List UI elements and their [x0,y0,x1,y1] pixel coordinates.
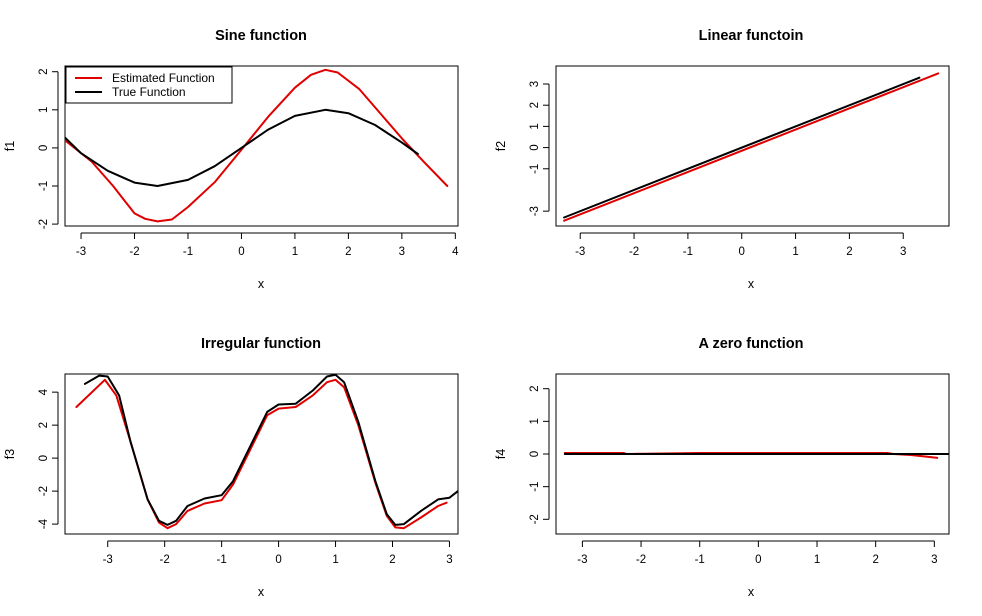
y-tick-label: 2 [38,422,50,428]
x-tick-label: 0 [739,246,745,258]
x-axis-label: x [748,277,755,291]
y-tick-label: -1 [38,181,50,191]
y-ticks: -4 -2 0 2 4 [38,388,59,529]
series-layer [65,68,449,223]
y-tick-label: -2 [38,486,50,496]
x-tick-label: 1 [332,554,338,566]
panel-sine-function: Sine function x f1 -3 -2 -1 0 1 2 3 4 -2 -1 0 1 2 E… [3,28,459,291]
legend-box [65,66,233,104]
y-axis-label: f1 [3,141,17,151]
y-tick-label: 0 [38,455,50,461]
estimated-function-line [65,68,449,223]
x-tick-label: -1 [683,246,693,258]
y-tick-label: -2 [38,219,50,229]
panel-zero-function: A zero function x f4 -3 -2 -1 0 1 2 3 -2 -1 0 1 2 [494,336,950,599]
y-tick-label: -1 [529,164,541,174]
legend-label-estimated: Estimated Function [112,71,215,85]
x-tick-label: -1 [217,554,227,566]
panel-title: Linear functoin [699,28,804,44]
y-axis-label: f3 [3,449,17,459]
x-tick-label: 2 [872,554,878,566]
x-tick-label: 3 [900,246,906,258]
y-ticks: -2 -1 0 1 2 [529,385,550,524]
y-tick-label: 3 [529,81,541,87]
y-tick-label: -4 [38,518,50,529]
x-ticks: -3 -2 -1 0 1 2 3 [577,540,938,566]
x-tick-label: 2 [846,246,852,258]
plot-box [555,65,950,227]
plot-box [64,65,459,227]
legend-label-true: True Function [112,85,186,99]
legend: Estimated Function True Function [65,66,233,104]
x-axis-label: x [258,277,265,291]
panel-linear-function: Linear functoin x f2 -3 -2 -1 0 1 2 3 -3 -1 0 1 2 3 [494,28,950,291]
x-axis-label: x [748,585,755,599]
series-layer [563,452,949,459]
x-tick-label: 1 [814,554,820,566]
x-tick-label: -1 [695,554,705,566]
panel-title: Irregular function [201,336,321,352]
x-tick-label: -3 [577,554,587,566]
y-axis-label: f4 [494,449,508,459]
x-tick-label: 2 [345,246,351,258]
y-tick-label: 1 [38,107,50,113]
y-tick-label: 1 [529,123,541,129]
y-tick-label: 2 [38,69,50,75]
y-tick-label: 1 [529,418,541,424]
panel-irregular-function: Irregular function x f3 -3 -2 -1 0 1 2 3 -4 -2 0… [3,336,459,599]
x-ticks: -3 -2 -1 0 1 2 3 4 [76,232,459,258]
y-tick-label: 2 [529,385,541,391]
x-tick-label: -2 [160,554,170,566]
true-function-line [65,108,419,187]
true-function-line [83,374,458,526]
x-axis-label: x [258,585,265,599]
x-tick-label: 3 [931,554,937,566]
x-tick-label: 1 [292,246,298,258]
x-tick-label: 4 [452,246,459,258]
series-layer [563,72,940,222]
y-tick-label: -2 [529,514,541,524]
y-tick-label: 4 [38,388,50,395]
y-ticks: -2 -1 0 1 2 [38,69,59,229]
x-tick-label: 3 [399,246,405,258]
plot-box [64,373,459,535]
series-layer [75,374,458,530]
y-tick-label: 2 [529,102,541,108]
estimated-function-line [75,378,448,530]
x-tick-label: -2 [129,246,139,258]
y-axis-label: f2 [494,141,508,151]
x-tick-label: -2 [629,246,639,258]
estimated-function-line [563,72,940,222]
x-tick-label: 0 [238,246,244,258]
y-tick-label: -3 [529,206,541,216]
x-tick-label: 2 [389,554,395,566]
x-ticks: -3 -2 -1 0 1 2 3 [575,232,906,258]
y-tick-label: 0 [529,144,541,150]
x-tick-label: -3 [575,246,585,258]
x-tick-label: 1 [792,246,798,258]
x-tick-label: -3 [76,246,86,258]
x-ticks: -3 -2 -1 0 1 2 3 [103,540,453,566]
y-tick-label: 0 [529,451,541,457]
x-tick-label: 0 [755,554,761,566]
x-tick-label: 3 [446,554,452,566]
x-tick-label: 0 [275,554,281,566]
true-function-line [563,76,921,219]
panel-title: Sine function [215,28,307,44]
x-tick-label: -2 [636,554,646,566]
x-tick-label: -1 [183,246,193,258]
y-tick-label: 0 [38,145,50,151]
x-tick-label: -3 [103,554,113,566]
y-ticks: -3 -1 0 1 2 3 [529,81,550,216]
panel-title: A zero function [699,336,804,352]
y-tick-label: -1 [529,482,541,492]
